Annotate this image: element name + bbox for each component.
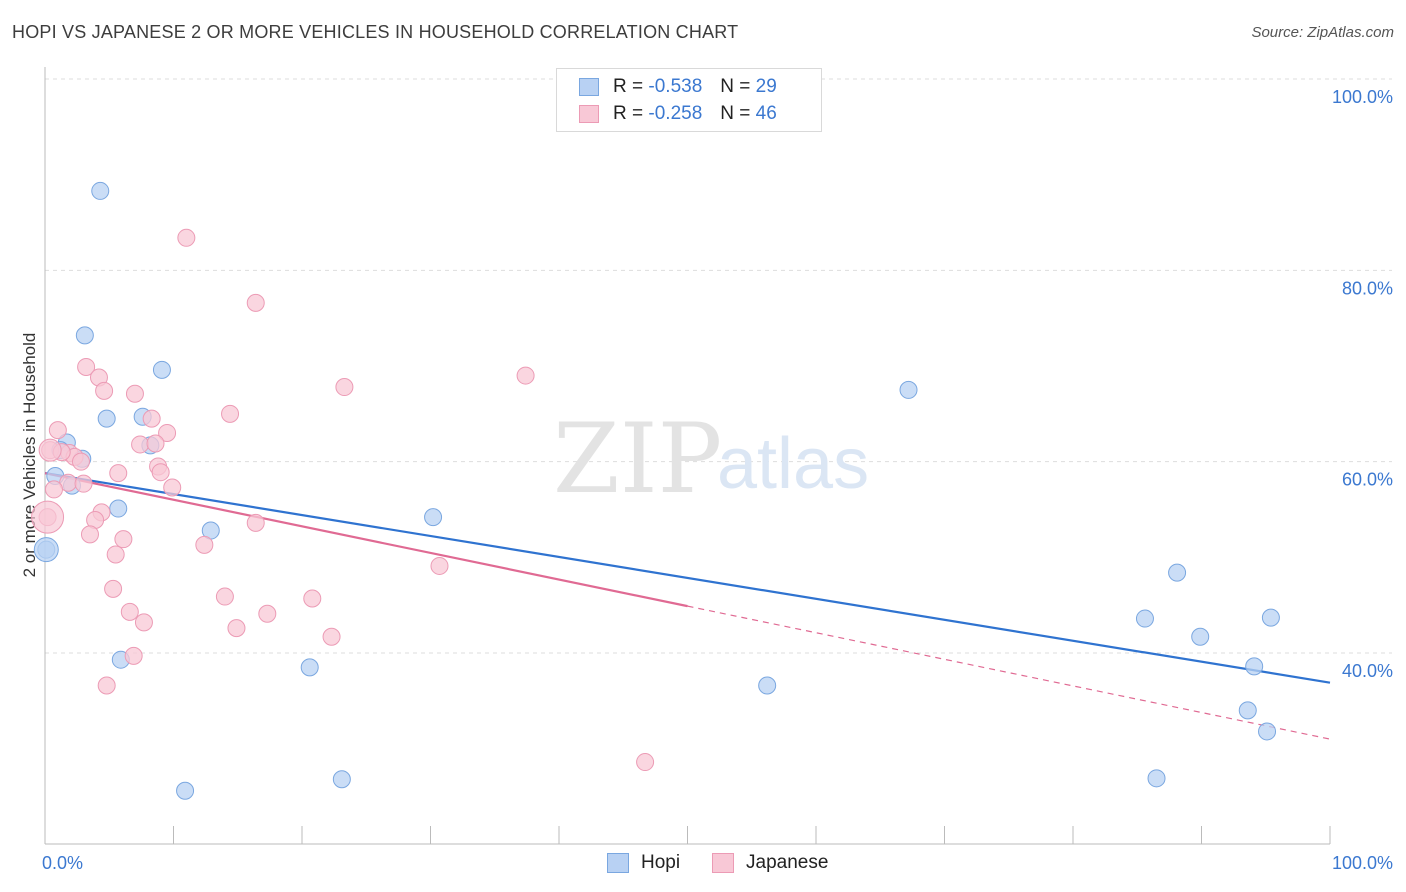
hopi-point xyxy=(109,499,128,518)
japanese-point xyxy=(48,421,67,440)
japanese-point xyxy=(158,423,177,442)
chart-title: HOPI VS JAPANESE 2 OR MORE VEHICLES IN H… xyxy=(12,22,739,42)
japanese-point xyxy=(163,478,182,497)
hopi-r-label: R = xyxy=(613,76,644,97)
hopi-point xyxy=(97,409,116,428)
japanese-point xyxy=(246,513,265,532)
series-legend: Hopi Japanese xyxy=(0,852,1406,878)
japanese-point xyxy=(303,589,322,608)
legend-hopi-swatch xyxy=(607,853,629,873)
y-tick-label: 60.0% xyxy=(1342,470,1393,490)
japanese-point xyxy=(246,293,265,312)
japanese-point xyxy=(109,464,128,483)
japanese-point xyxy=(134,613,153,632)
hopi-point xyxy=(1168,563,1187,582)
legend-hopi-label: Hopi xyxy=(641,852,681,873)
japanese-point xyxy=(31,500,65,534)
japanese-point xyxy=(258,604,277,623)
japanese-point xyxy=(151,463,170,482)
japanese-point xyxy=(516,366,535,385)
japanese-point xyxy=(77,357,96,376)
hopi-point xyxy=(899,380,918,399)
japanese-point xyxy=(97,676,116,695)
x-tick-label: 0.0% xyxy=(42,853,83,873)
japanese-r-value: -0.258 xyxy=(648,103,703,124)
japanese-n-value: 46 xyxy=(755,103,777,124)
hopi-point xyxy=(1238,701,1257,720)
japanese-point xyxy=(125,384,144,403)
hopi-point xyxy=(75,326,94,345)
japanese-point xyxy=(95,381,114,400)
japanese-point xyxy=(71,452,90,471)
japanese-point xyxy=(636,753,655,772)
hopi-point xyxy=(1135,609,1154,628)
legend-item-japanese[interactable]: Japanese xyxy=(712,852,828,874)
grid-lines xyxy=(45,78,1392,654)
hopi-point xyxy=(758,676,777,695)
legend-item-hopi[interactable]: Hopi xyxy=(607,852,680,874)
legend-japanese-label: Japanese xyxy=(746,852,829,873)
hopi-point xyxy=(332,770,351,789)
hopi-n-value: 29 xyxy=(755,76,777,97)
hopi-point xyxy=(1147,769,1166,788)
japanese-point xyxy=(74,474,93,493)
japanese-point xyxy=(38,438,62,462)
hopi-point xyxy=(300,658,319,677)
trend-lines xyxy=(44,472,1331,740)
hopi-point xyxy=(1245,657,1264,676)
japanese-point xyxy=(80,525,99,544)
watermark-zip: ZIP xyxy=(553,403,722,515)
stats-row-hopi: R = -0.538 N = 29 xyxy=(579,74,777,100)
hopi-swatch xyxy=(579,78,599,96)
hopi-r-value: -0.538 xyxy=(648,76,703,97)
japanese-point xyxy=(131,435,150,454)
japanese-point xyxy=(430,556,449,575)
japanese-point xyxy=(335,378,354,397)
japanese-point xyxy=(120,602,139,621)
japanese-point xyxy=(124,646,143,665)
legend-japanese-swatch xyxy=(712,853,734,873)
hopi-point xyxy=(1191,627,1210,646)
japanese-point xyxy=(44,480,63,499)
japanese-trend-extension xyxy=(687,605,1331,740)
hopi-n-label: N = xyxy=(720,76,751,97)
y-tick-label: 100.0% xyxy=(1332,87,1393,107)
japanese-point xyxy=(215,587,234,606)
japanese-swatch xyxy=(579,105,599,123)
source-label: Source: ZipAtlas.com xyxy=(1251,24,1394,41)
watermark: ZIP atlas xyxy=(553,403,869,515)
japanese-point xyxy=(104,579,123,598)
japanese-point xyxy=(227,619,246,638)
stats-legend: R = -0.538 N = 29 R = -0.258 N = 46 xyxy=(556,68,822,132)
hopi-trend-line xyxy=(44,472,1331,684)
y-tick-label: 80.0% xyxy=(1342,278,1393,298)
japanese-point xyxy=(114,530,133,549)
hopi-point xyxy=(424,508,443,527)
hopi-point xyxy=(1261,608,1280,627)
japanese-point xyxy=(322,627,341,646)
hopi-point xyxy=(152,360,171,379)
y-tick-label: 40.0% xyxy=(1342,661,1393,681)
japanese-point xyxy=(142,409,161,428)
japanese-point xyxy=(106,545,125,564)
japanese-point xyxy=(221,404,240,423)
japanese-n-label: N = xyxy=(720,103,751,124)
stats-row-japanese: R = -0.258 N = 46 xyxy=(579,101,777,127)
japanese-point xyxy=(195,535,214,554)
japanese-r-label: R = xyxy=(613,103,644,124)
japanese-point xyxy=(146,434,165,453)
hopi-point xyxy=(1258,722,1277,741)
japanese-point xyxy=(177,228,196,247)
watermark-atlas: atlas xyxy=(717,424,869,504)
japanese-trend-line xyxy=(44,472,688,608)
data-points xyxy=(31,181,1280,800)
x-tick-label: 100.0% xyxy=(1332,853,1393,873)
hopi-point xyxy=(91,181,110,200)
y-tick-labels: 40.0% 60.0% 80.0% 100.0% xyxy=(1332,87,1393,681)
hopi-point xyxy=(176,781,195,800)
hopi-point xyxy=(33,537,59,563)
x-tick-labels: 0.0% 100.0% xyxy=(42,853,1393,873)
